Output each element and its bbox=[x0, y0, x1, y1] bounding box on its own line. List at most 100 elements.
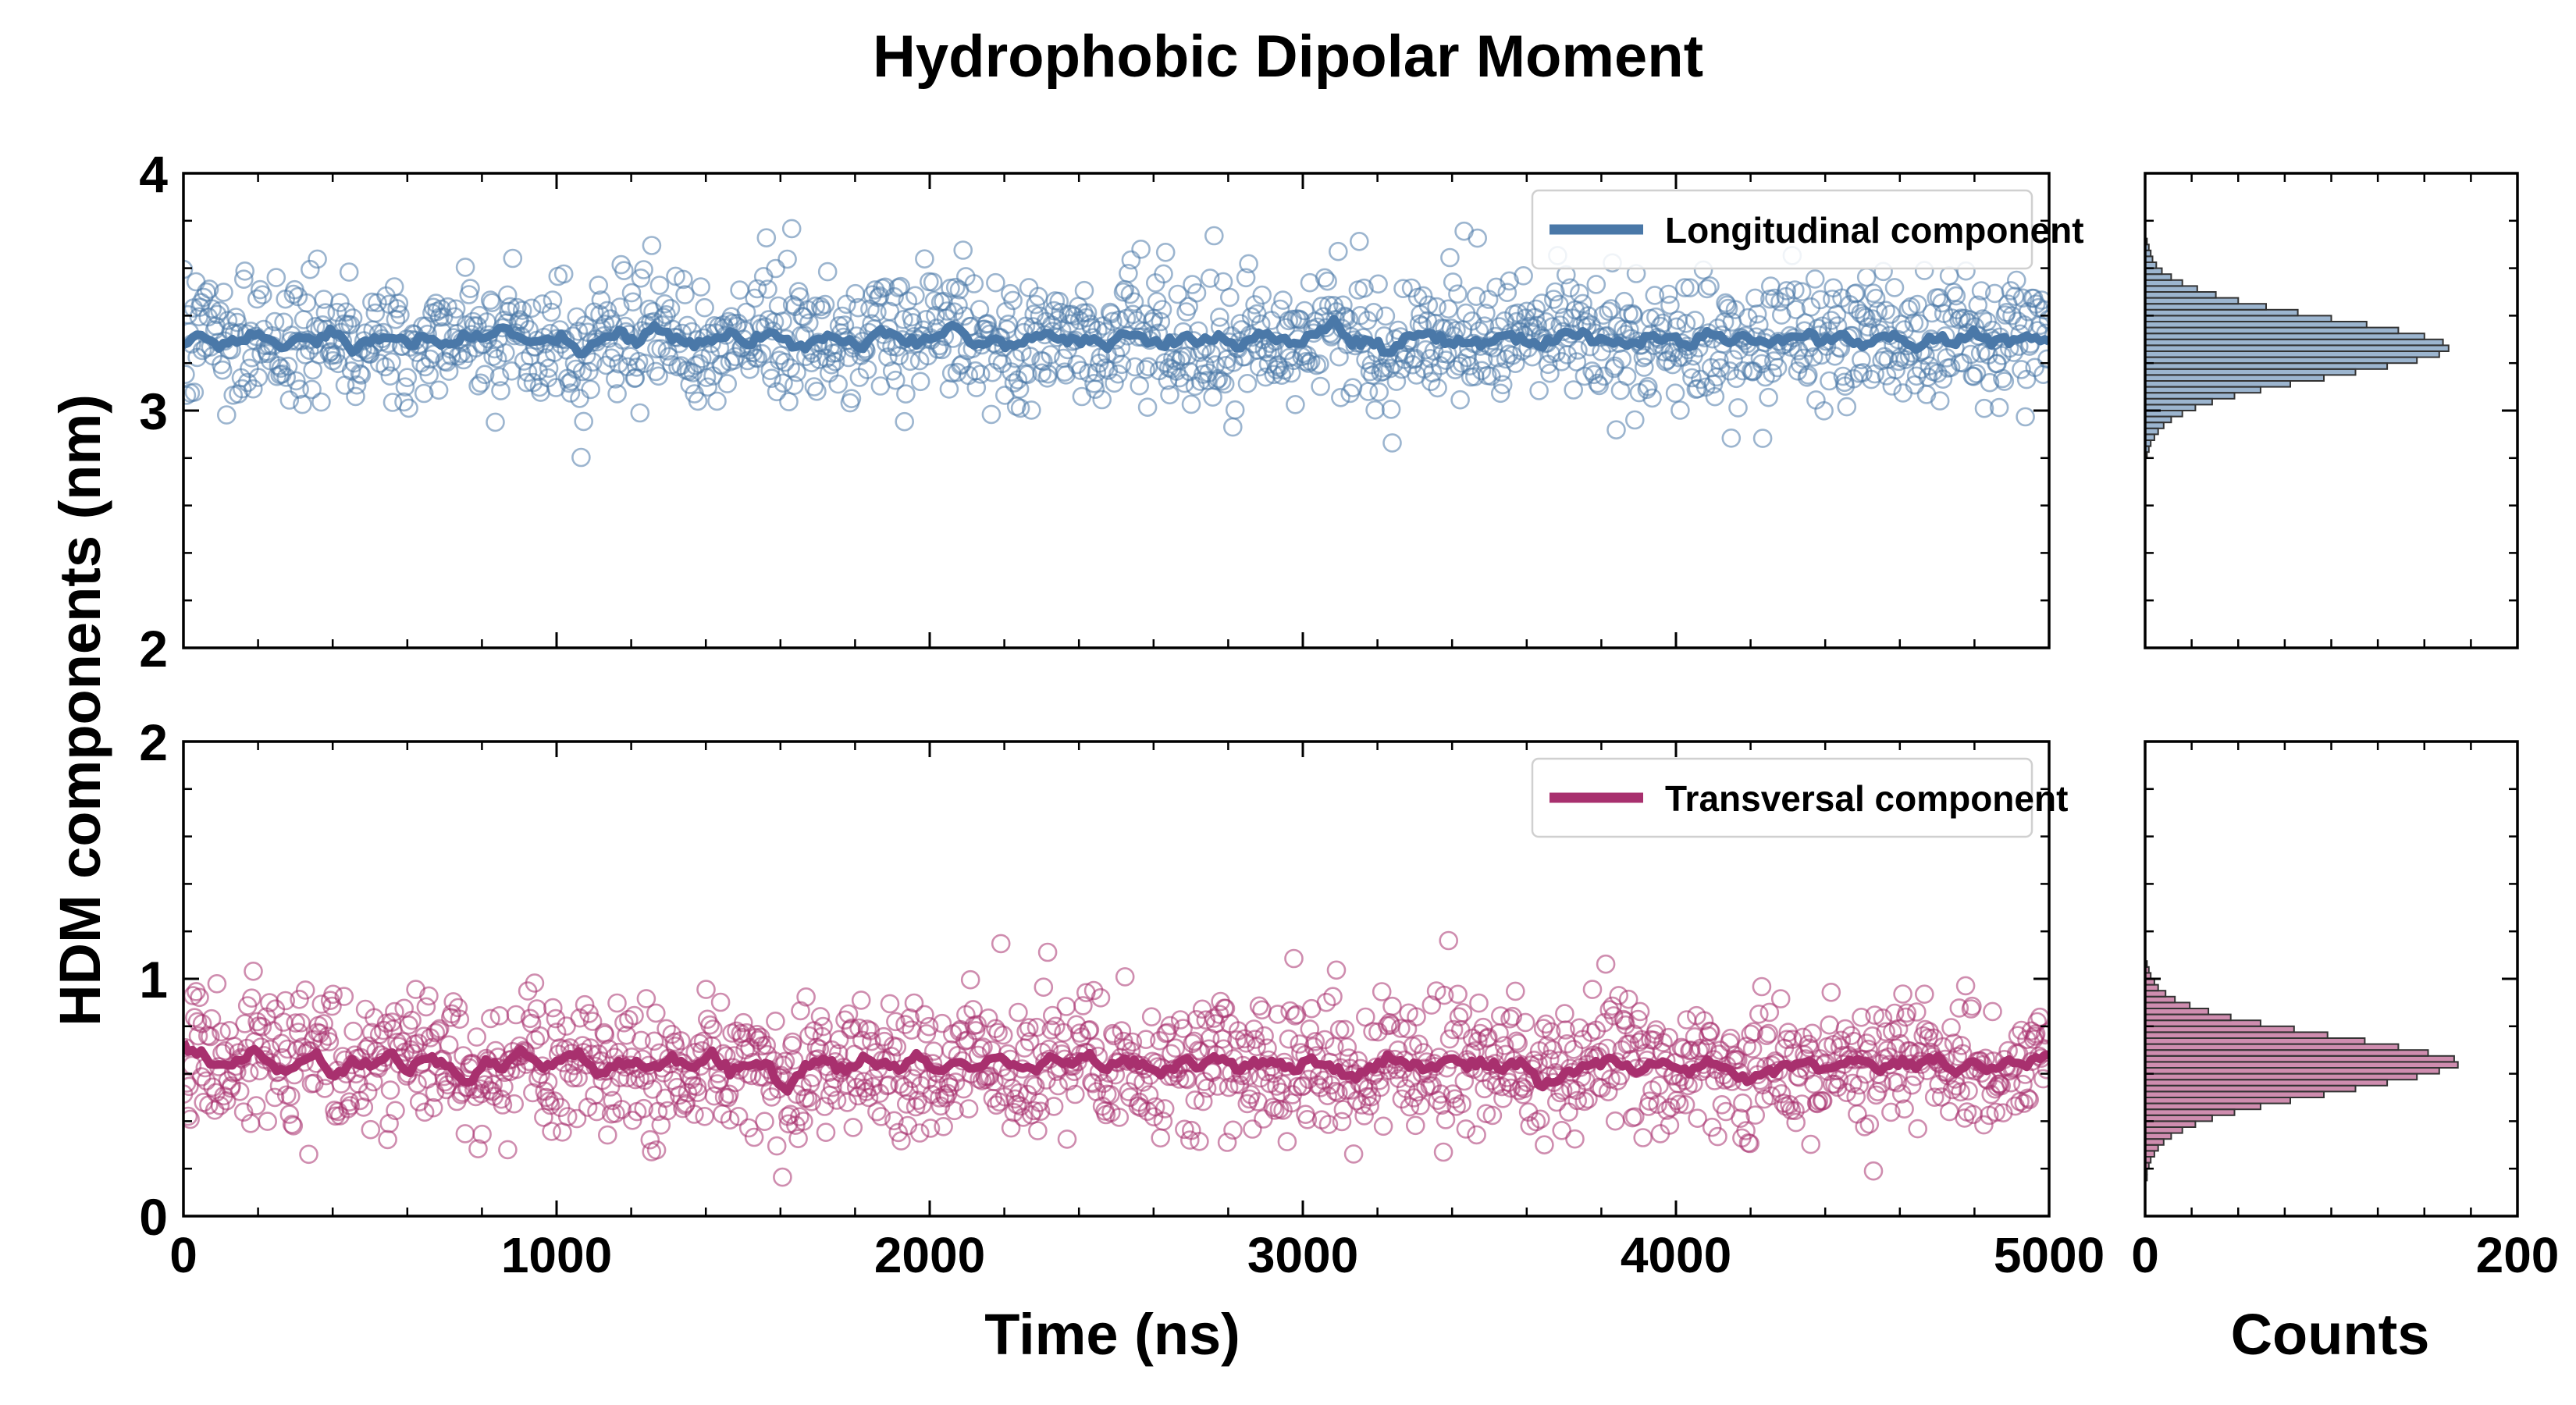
scatter-point bbox=[242, 988, 262, 1008]
scatter-point bbox=[1290, 1034, 1309, 1054]
histogram-bar bbox=[2144, 1037, 2366, 1045]
scatter-point bbox=[1368, 274, 1388, 294]
scatter-point bbox=[571, 447, 591, 468]
scatter-point bbox=[408, 1033, 429, 1053]
scatter-point bbox=[1708, 1126, 1727, 1147]
scatter-point bbox=[252, 1017, 272, 1037]
scatter-point bbox=[906, 286, 925, 306]
scatter-point bbox=[1596, 954, 1616, 974]
scatter-point bbox=[919, 1016, 939, 1037]
scatter-point bbox=[1939, 265, 1959, 286]
scatter-point bbox=[1951, 1082, 1970, 1102]
scatter-point bbox=[1821, 983, 1841, 1002]
scatter-point bbox=[1315, 268, 1335, 288]
scatter-point bbox=[1282, 1093, 1301, 1113]
scatter-point bbox=[1172, 347, 1192, 366]
scatter-point bbox=[543, 290, 563, 310]
histogram-bar bbox=[2144, 392, 2236, 400]
scatter-point bbox=[1160, 385, 1179, 405]
scatter-point bbox=[1169, 1069, 1190, 1089]
histogram-bar bbox=[2144, 285, 2198, 293]
scatter-point bbox=[1546, 282, 1565, 302]
scatter-point bbox=[1567, 1090, 1587, 1111]
scatter-point bbox=[1688, 1108, 1707, 1128]
scatter-point bbox=[796, 987, 816, 1007]
scatter-point bbox=[1964, 366, 1984, 386]
scatter-point bbox=[1436, 1110, 1456, 1129]
histogram-bar bbox=[2144, 433, 2155, 442]
scatter-point bbox=[815, 294, 835, 315]
scatter-point bbox=[1955, 976, 1976, 996]
scatter-point bbox=[252, 285, 272, 305]
y-tick-label: 0 bbox=[139, 1188, 168, 1246]
scatter-point bbox=[583, 352, 603, 372]
scatter-point bbox=[1659, 284, 1678, 304]
scatter-point bbox=[607, 384, 627, 404]
scatter-point bbox=[775, 352, 795, 372]
scatter-point bbox=[752, 343, 772, 364]
scatter-point bbox=[810, 1007, 831, 1026]
scatter-point bbox=[1434, 985, 1454, 1005]
scatter-point bbox=[1560, 278, 1580, 298]
scatter-point bbox=[1767, 357, 1788, 378]
scatter-point bbox=[290, 990, 309, 1009]
scatter-point bbox=[691, 277, 711, 297]
scatter-point bbox=[1297, 1110, 1318, 1129]
histogram-bar bbox=[2144, 374, 2325, 382]
scatter-point bbox=[1300, 351, 1321, 372]
scatter-point bbox=[1369, 382, 1389, 402]
scatter-point bbox=[1160, 1016, 1180, 1036]
scatter-point bbox=[1728, 398, 1748, 418]
scatter-point bbox=[1375, 306, 1396, 326]
scatter-point bbox=[660, 298, 681, 318]
scatter-point bbox=[538, 1072, 558, 1092]
scatter-point bbox=[1466, 286, 1486, 307]
scatter-point bbox=[1601, 1069, 1621, 1089]
scatter-point bbox=[1837, 397, 1857, 417]
scatter-point bbox=[1044, 1097, 1064, 1116]
scatter-point bbox=[248, 368, 269, 387]
scatter-point bbox=[450, 1009, 470, 1029]
scatter-point bbox=[399, 398, 418, 418]
scatter-point bbox=[1933, 1037, 1953, 1057]
scatter-point bbox=[928, 1064, 948, 1083]
scatter-point bbox=[897, 1094, 916, 1114]
scatter-point bbox=[1629, 1032, 1649, 1052]
scatter-point bbox=[879, 1075, 898, 1095]
scatter-point bbox=[1676, 313, 1696, 333]
histogram-bar bbox=[2144, 315, 2332, 322]
scatter-point bbox=[1657, 1101, 1677, 1120]
scatter-point bbox=[503, 248, 523, 269]
scatter-point bbox=[1023, 1075, 1043, 1094]
scatter-point bbox=[414, 383, 434, 404]
scatter-point bbox=[1609, 986, 1628, 1005]
scatter-point bbox=[597, 1125, 617, 1145]
scatter-point bbox=[448, 998, 468, 1018]
scatter-point bbox=[981, 404, 1002, 425]
scatter-point bbox=[1373, 1116, 1393, 1136]
scatter-point bbox=[884, 286, 904, 307]
scatter-point bbox=[1137, 397, 1158, 418]
scatter-point bbox=[288, 1023, 308, 1042]
x-tick-label: 3000 bbox=[1247, 1227, 1358, 1283]
scatter-point bbox=[812, 300, 832, 320]
legend: Longitudinal component bbox=[1531, 189, 2084, 270]
scatter-point bbox=[1849, 1075, 1869, 1095]
scatter-point bbox=[1449, 1007, 1469, 1026]
scatter-point bbox=[804, 377, 824, 397]
scatter-point bbox=[1512, 1077, 1532, 1097]
scatter-point bbox=[971, 1039, 991, 1058]
scatter-point bbox=[1241, 1085, 1261, 1104]
scatter-point bbox=[279, 390, 300, 410]
y-tick-label: 4 bbox=[139, 145, 168, 203]
scatter-point bbox=[514, 314, 535, 334]
running-mean-line bbox=[183, 1040, 2049, 1096]
scatter-point bbox=[1077, 303, 1098, 323]
scatter-point bbox=[1617, 366, 1637, 386]
scatter-point bbox=[924, 290, 945, 311]
scatter-point bbox=[539, 358, 559, 379]
scatter-point bbox=[827, 1090, 847, 1110]
scatter-point bbox=[841, 389, 862, 409]
scatter-point bbox=[1759, 387, 1778, 407]
